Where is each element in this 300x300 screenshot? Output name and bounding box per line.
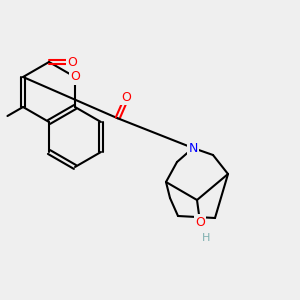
Text: N: N bbox=[188, 142, 198, 154]
Text: O: O bbox=[122, 91, 131, 103]
Text: O: O bbox=[67, 56, 77, 68]
Text: O: O bbox=[195, 215, 205, 229]
Text: H: H bbox=[202, 233, 210, 243]
Text: O: O bbox=[70, 70, 80, 83]
